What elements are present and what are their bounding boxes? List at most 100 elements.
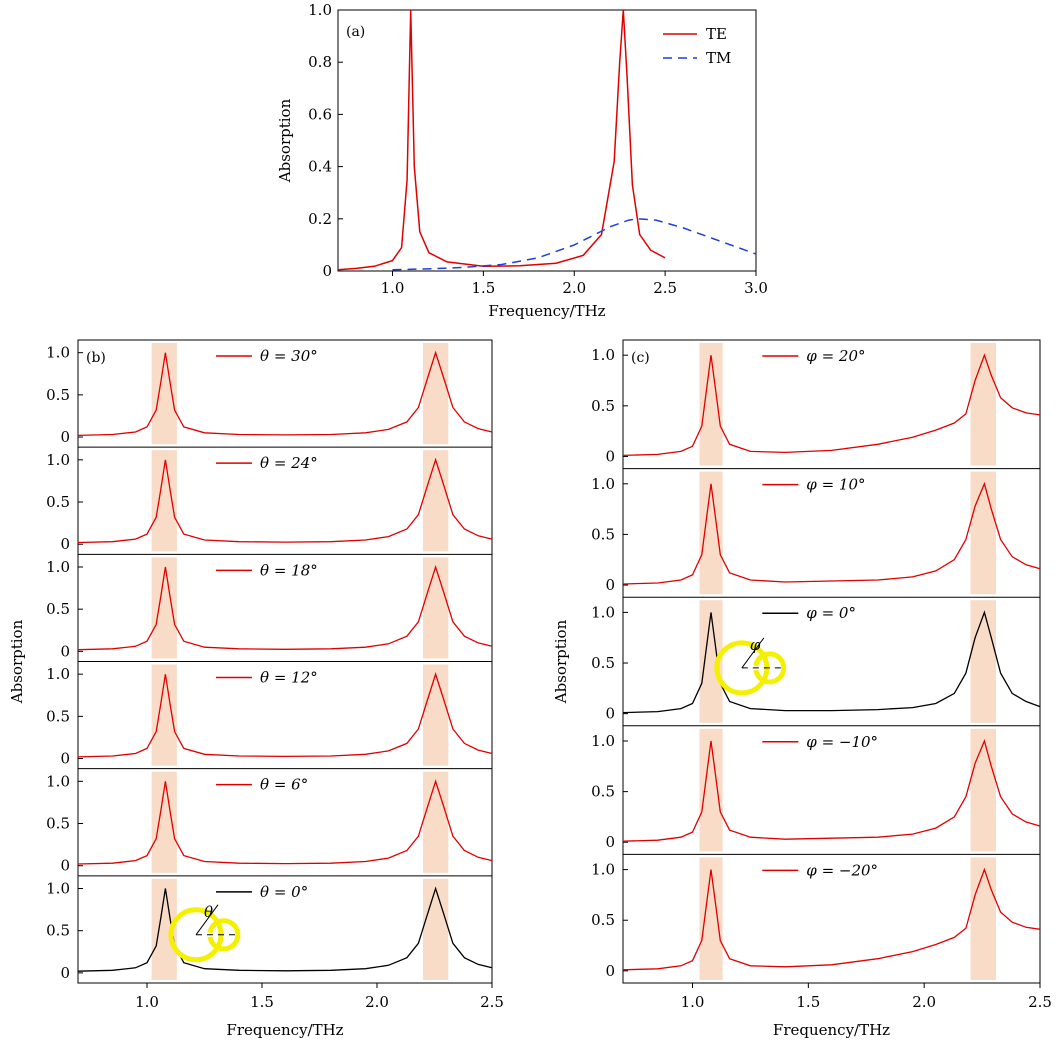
y-tick-label: 0 (60, 428, 70, 446)
y-tick-label: 1.0 (591, 346, 615, 364)
legend-label: φ = −10° (806, 733, 878, 751)
highlight-band (423, 343, 449, 445)
y-tick-label: 1.0 (46, 665, 70, 683)
series-line (77, 672, 493, 758)
series-line (77, 564, 493, 651)
plot-frame (622, 339, 1041, 984)
highlight-band (423, 450, 449, 552)
x-tick-label: 2.5 (1028, 993, 1052, 1011)
legend-label-te: TE (706, 25, 727, 43)
series-line (622, 353, 1041, 457)
x-tick-label: 1.0 (381, 279, 405, 297)
y-tick-label: 1.0 (308, 1, 332, 19)
x-tick-label: 2.0 (365, 993, 389, 1011)
y-tick-label: 0.5 (591, 911, 615, 929)
highlight-band (970, 728, 996, 852)
y-tick-label: 0.5 (591, 654, 615, 672)
panel-a: 1.0 1.5 2.0 2.5 3.0 0 0.2 0.4 0.6 0.8 1.0 Frequency… (276, 1, 768, 320)
series-line-te (337, 9, 666, 271)
y-tick-label: 0 (605, 447, 615, 465)
legend-label: φ = 0° (806, 604, 856, 622)
highlight-band (423, 557, 449, 659)
x-tick-label: 3.0 (744, 279, 768, 297)
legend-label: θ = 12° (260, 669, 318, 687)
y-tick-label: 1.0 (46, 879, 70, 897)
y-tick-label: 0 (60, 750, 70, 768)
y-tick-label: 0 (605, 833, 615, 851)
y-tick-label: 0.6 (308, 105, 332, 123)
panel-label: (c) (631, 350, 650, 366)
series-line (77, 350, 493, 437)
x-tick-label: 1.5 (796, 993, 820, 1011)
highlight-band (699, 600, 723, 723)
y-tick-label: 0.5 (46, 493, 70, 511)
y-tick-label: 0 (605, 705, 615, 723)
x-tick-label: 1.0 (681, 993, 705, 1011)
x-tick-label: 2.0 (912, 993, 936, 1011)
resonator-ring-inner (753, 651, 787, 685)
x-tick-label: 1.5 (250, 993, 274, 1011)
series-line (622, 610, 1041, 714)
series-line (622, 481, 1041, 585)
legend-label: θ = 18° (260, 561, 318, 579)
series-line-tm (392, 218, 757, 271)
y-tick-label: 0.2 (308, 210, 332, 228)
y-tick-label: 0.5 (591, 397, 615, 415)
y-tick-label: 0.5 (46, 707, 70, 725)
angle-ray (741, 637, 765, 669)
legend-label-tm: TM (706, 49, 731, 67)
y-axis-title: Absorption (552, 619, 570, 704)
y-tick-label: 1.0 (46, 451, 70, 469)
highlight-band (970, 600, 996, 723)
y-tick-label: 0 (605, 962, 615, 980)
legend-label: θ = 24° (260, 454, 318, 472)
x-tick-label: 2.0 (562, 279, 586, 297)
highlight-band (970, 471, 996, 595)
y-tick-label: 0.4 (308, 158, 332, 176)
y-tick-label: 0 (60, 642, 70, 660)
x-tick-label: 1.5 (471, 279, 495, 297)
y-tick-label: 0.5 (46, 922, 70, 940)
y-tick-label: 0.5 (46, 600, 70, 618)
panel-label: (b) (86, 350, 106, 366)
x-tick-label: 1.0 (135, 993, 159, 1011)
x-tick-label: 2.5 (480, 993, 504, 1011)
highlight-band (699, 343, 723, 466)
x-axis-title: Frequency/THz (488, 302, 605, 320)
y-tick-label: 0.5 (46, 386, 70, 404)
panel-c: 0 0.5 1.0 φ = 20° 0 0.5 1.0 φ = 10° 0 0.5 1.0 φ = 0… (552, 339, 1052, 1039)
y-axis-title: Absorption (276, 98, 294, 183)
highlight-band (423, 664, 449, 766)
highlight-band (423, 878, 449, 980)
highlight-band (423, 771, 449, 873)
x-tick-label: 2.5 (653, 279, 677, 297)
y-tick-label: 1.0 (591, 732, 615, 750)
angle-label: φ (750, 636, 761, 654)
y-axis-title: Absorption (8, 619, 26, 704)
y-tick-label: 1.0 (591, 603, 615, 621)
highlight-band (970, 343, 996, 466)
highlight-band (699, 857, 723, 980)
angle-ray (195, 904, 219, 936)
x-axis-title: Frequency/THz (773, 1021, 890, 1039)
legend-label: θ = 0° (260, 883, 308, 901)
y-tick-label: 0 (60, 857, 70, 875)
y-tick-label: 1.0 (46, 558, 70, 576)
legend-label: φ = −20° (806, 861, 878, 879)
y-tick-label: 1.0 (46, 772, 70, 790)
series-line (77, 457, 493, 544)
y-tick-label: 0.5 (591, 783, 615, 801)
y-tick-label: 0.5 (46, 815, 70, 833)
plot-frame (337, 9, 757, 272)
highlight-band (699, 471, 723, 595)
series-line (622, 739, 1041, 842)
highlight-band (970, 857, 996, 980)
y-tick-label: 1.0 (591, 861, 615, 879)
y-tick-label: 1.0 (591, 475, 615, 493)
series-line (77, 779, 493, 865)
panel-b: 0 0.5 1.0 θ = 30° 0 0.5 1.0 θ = 24° 0 0.5 1.0 θ = 1… (8, 339, 504, 1039)
y-tick-label: 0 (605, 576, 615, 594)
series-line (77, 886, 493, 972)
angle-label: θ (204, 903, 213, 921)
